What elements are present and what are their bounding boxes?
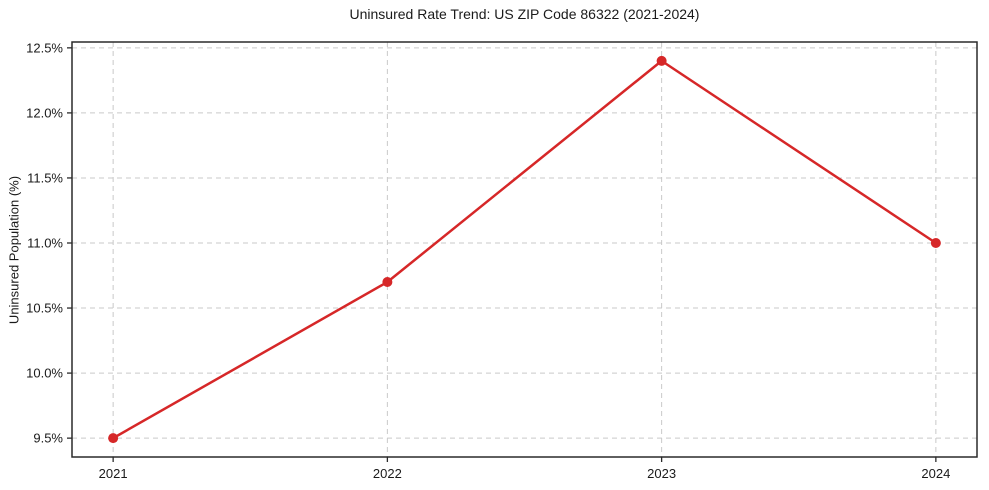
- x-tick-label: 2023: [647, 466, 676, 481]
- trend-line: [111, 59, 938, 440]
- plot-border: [71, 41, 978, 458]
- y-tick-label: 11.5%: [27, 170, 63, 185]
- data-point-marker: [108, 433, 119, 444]
- y-tick-label: 9.5%: [33, 431, 63, 446]
- chart-title: Uninsured Rate Trend: US ZIP Code 86322 …: [349, 6, 700, 22]
- y-tick-label: 10.5%: [26, 301, 63, 316]
- y-tick-label: 12.0%: [26, 105, 63, 120]
- y-tick-label: 12.5%: [26, 40, 63, 55]
- data-point-marker: [930, 237, 941, 248]
- x-tick-label: 2024: [921, 466, 950, 481]
- x-tick-label: 2021: [99, 466, 128, 481]
- data-point-marker: [382, 277, 393, 288]
- x-tick-label: 2022: [373, 466, 402, 481]
- y-tick-label: 11.0%: [27, 235, 63, 250]
- data-point-marker: [656, 55, 667, 66]
- y-tick-label: 10.0%: [26, 366, 63, 381]
